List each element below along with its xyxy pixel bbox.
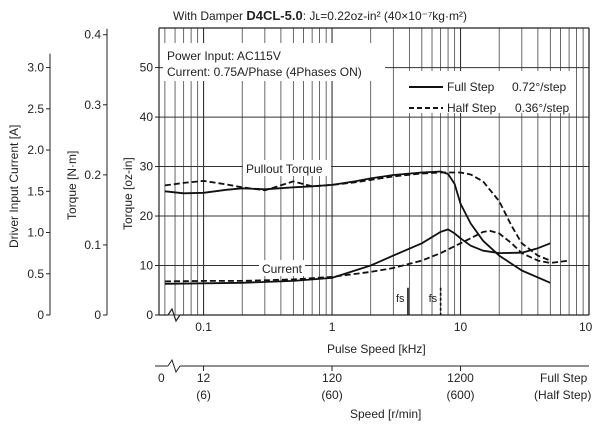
speed-tick-label: 12 [197, 371, 211, 385]
y-oz-tick-label: 50 [140, 61, 154, 75]
y-oz-axis-title: Torque [oz-in] [121, 157, 135, 230]
y-current-tick-label: 0 [37, 308, 44, 322]
speed-axis-break [167, 358, 181, 374]
x-tick-label: 100 [579, 320, 592, 334]
fs-markers: fs fs [396, 287, 442, 315]
y-nm-tick-label: 0.1 [84, 238, 101, 252]
legend-label2-full: 0.72°/step [512, 80, 566, 94]
y-current-axis-title: Driver Input Current [A] [7, 125, 21, 248]
chart-title: With Damper D4CL-5.0: Jʟ=0.22oz-in² (40×… [173, 8, 467, 23]
y-oz-tick-label: 20 [140, 209, 154, 223]
legend-box [406, 71, 574, 113]
y-nm-tick-label: 0.4 [84, 28, 101, 42]
speed-zero-label: 0 [158, 371, 165, 385]
y-current-tick-label: 2.5 [27, 102, 44, 116]
title-model: D4CL-5.0 [246, 8, 302, 23]
y-nm-tick-label: 0.3 [84, 98, 101, 112]
x-axis-title: Pulse Speed [kHz] [327, 342, 426, 356]
condition-current: Current: 0.75A/Phase (4Phases ON) [167, 65, 362, 79]
speed-tick-label-half: (600) [447, 388, 475, 402]
x-tick-label: 1 [329, 320, 336, 334]
title-suffix: : Jʟ=0.22oz-in² (40×10⁻⁷kg·m²) [303, 9, 467, 23]
fs-marker-label: fs [429, 293, 438, 305]
pullout-torque-half-step-line [164, 171, 551, 262]
current-label: Current [262, 262, 303, 276]
current-full-step-line [164, 228, 551, 285]
y-nm-tick-label: 0.2 [84, 168, 101, 182]
y-oz-tick-label: 10 [140, 259, 154, 273]
legend-label2-half: 0.36°/step [515, 101, 569, 115]
conditions-box [163, 43, 385, 81]
y-nm-axis-title: Torque [N·m] [65, 151, 79, 220]
x-axis-break [167, 307, 181, 323]
speed-tick-label-half: (6) [196, 388, 211, 402]
x-tick-label: 10 [454, 320, 468, 334]
speed-tick-label-half: (60) [321, 388, 342, 402]
y-oz-tick-label: 0 [146, 308, 153, 322]
fs-marker-label: fs [396, 293, 405, 305]
y-current-tick-label: 1.5 [27, 184, 44, 198]
speed-end-label: Full Step [540, 371, 588, 385]
x-tick-label: 0.1 [195, 320, 212, 334]
y-current-tick-label: 0.5 [27, 267, 44, 281]
y-nm-tick-label: 0 [94, 308, 101, 322]
y-current-tick-label: 1.0 [27, 226, 44, 240]
current-label-bg [259, 260, 305, 276]
speed-end-label-2: (Half Step) [534, 388, 591, 402]
title-prefix: With Damper [173, 9, 246, 23]
legend-label-half: Half Step [447, 101, 497, 115]
pullout-label-bg [243, 160, 331, 176]
legend: Full Step 0.72°/step Half Step 0.36°/ste… [406, 71, 574, 115]
condition-power: Power Input: AC115V [167, 49, 281, 63]
speed-axis-title: Speed [r/min] [350, 407, 421, 421]
series-group [164, 170, 570, 285]
speed-tick-label: 1200 [447, 371, 474, 385]
pullout-torque-label: Pullout Torque [246, 162, 323, 176]
legend-label-full: Full Step [447, 80, 495, 94]
y-oz-tick-label: 40 [140, 110, 154, 124]
axes: 0.1 1 10 100 0 10 20 30 40 50 0 0.1 0.2 0.3 0.4 0 0.5 1.0… [27, 27, 592, 402]
y-current-tick-label: 2.0 [27, 143, 44, 157]
y-current-tick-label: 3.0 [27, 61, 44, 75]
y-oz-tick-label: 30 [140, 160, 154, 174]
pullout-torque-full-step-line [164, 170, 551, 284]
speed-tick-label: 120 [322, 371, 342, 385]
current-half-step-line [164, 229, 570, 283]
